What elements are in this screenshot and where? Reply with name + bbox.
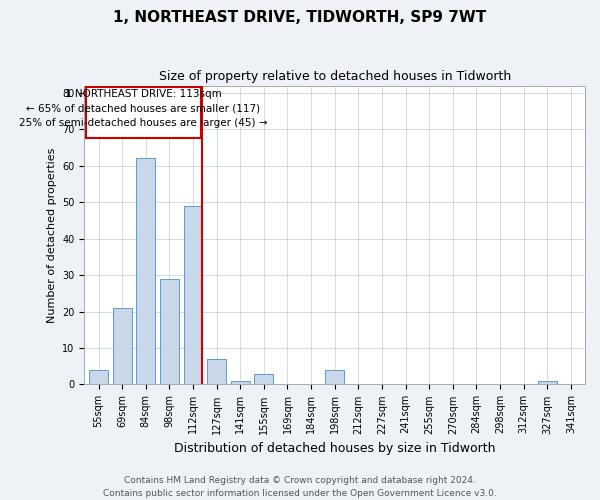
Bar [538, 381, 557, 384]
Y-axis label: Number of detached properties: Number of detached properties [47, 148, 57, 322]
Bar [160, 278, 179, 384]
Text: 1, NORTHEAST DRIVE, TIDWORTH, SP9 7WT: 1, NORTHEAST DRIVE, TIDWORTH, SP9 7WT [113, 10, 487, 25]
Bar [231, 381, 250, 384]
Text: ← 65% of detached houses are smaller (117): ← 65% of detached houses are smaller (11… [26, 104, 260, 114]
Title: Size of property relative to detached houses in Tidworth: Size of property relative to detached ho… [158, 70, 511, 83]
Text: 1 NORTHEAST DRIVE: 113sqm: 1 NORTHEAST DRIVE: 113sqm [65, 89, 222, 99]
Bar [184, 206, 202, 384]
Bar [86, 88, 201, 138]
Bar [113, 308, 131, 384]
Bar [207, 359, 226, 384]
Text: 25% of semi-detached houses are larger (45) →: 25% of semi-detached houses are larger (… [19, 118, 268, 128]
X-axis label: Distribution of detached houses by size in Tidworth: Distribution of detached houses by size … [174, 442, 496, 455]
Bar [254, 374, 274, 384]
Bar [136, 158, 155, 384]
Text: Contains HM Land Registry data © Crown copyright and database right 2024.
Contai: Contains HM Land Registry data © Crown c… [103, 476, 497, 498]
Bar [89, 370, 108, 384]
Bar [325, 370, 344, 384]
